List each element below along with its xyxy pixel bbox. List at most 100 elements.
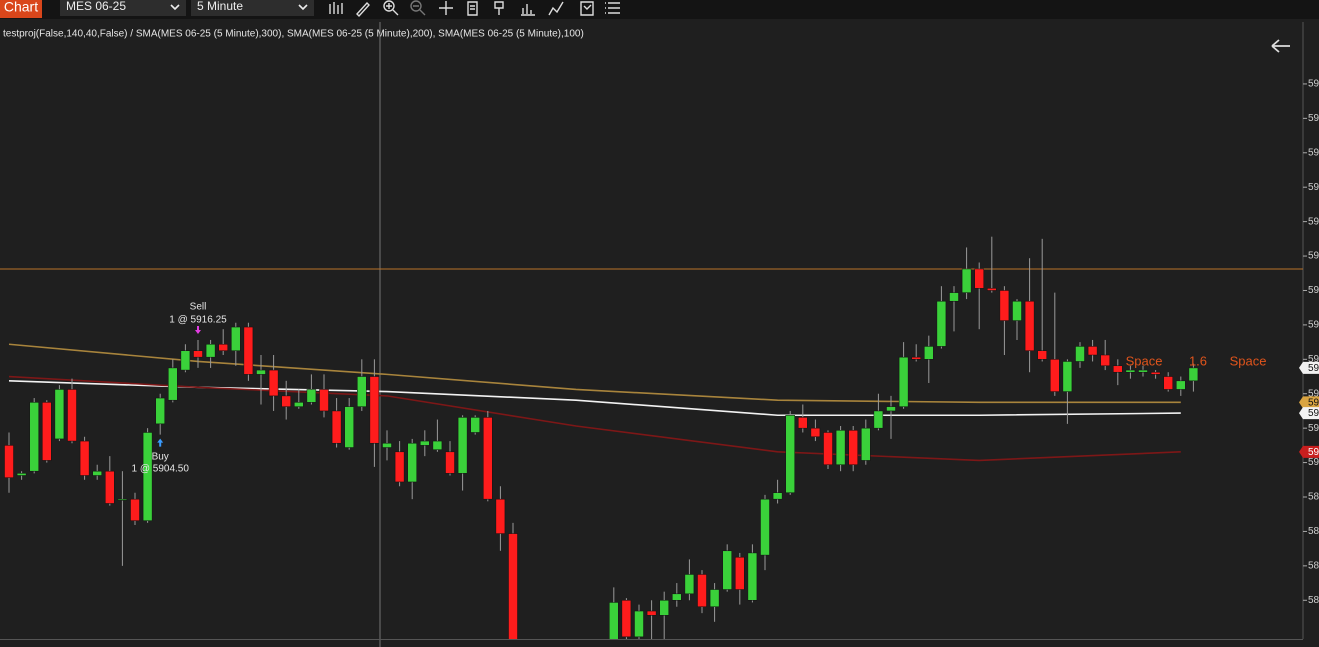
candle-body [1138, 369, 1148, 373]
instrument-dropdown[interactable] [60, 0, 186, 16]
candle-body [382, 442, 392, 448]
price-marker [1299, 407, 1319, 420]
candle-body [1163, 376, 1173, 390]
y-tick-label: 58 [1308, 526, 1319, 537]
candle-body [268, 369, 279, 397]
candle-body [281, 395, 291, 407]
price-marker-label: 59 [1308, 363, 1319, 374]
chart-tab-label: Chart [4, 0, 38, 15]
price-marker-label: 59 [1308, 447, 1319, 458]
y-tick-label: 59 [1308, 457, 1319, 468]
candle-body [243, 326, 254, 375]
candle-body [4, 445, 14, 478]
candle-body [92, 470, 102, 476]
trade-fill: 1 @ 5904.50 [131, 463, 189, 474]
candle-body [1024, 300, 1035, 351]
price-marker-label: 59 [1308, 408, 1319, 419]
candle-body [1150, 371, 1161, 375]
instrument-label: MES 06-25 [66, 0, 126, 13]
candle-body [684, 574, 695, 595]
candle-body [105, 470, 115, 504]
candle-body [697, 574, 707, 607]
candle-body [231, 326, 241, 351]
y-tick-label: 59 [1308, 320, 1319, 331]
candle-body [130, 498, 140, 521]
trade-side: Sell [190, 302, 207, 313]
candle-body [432, 440, 443, 450]
annotation: Space [1126, 353, 1163, 368]
back-arrow[interactable] [1271, 39, 1290, 53]
candle-body [67, 389, 77, 442]
candle-body [974, 268, 984, 289]
candle-body [785, 415, 795, 493]
y-tick-label: 59 [1308, 79, 1319, 90]
indicator-label: testproj(False,140,40,False) / SMA(MES 0… [3, 29, 584, 40]
y-tick-label: 59 [1308, 354, 1319, 365]
interval-dropdown[interactable] [191, 0, 314, 16]
candle-body [420, 440, 430, 446]
y-tick-label: 59 [1308, 113, 1319, 124]
candle-body [898, 356, 909, 407]
indicators-icon[interactable] [521, 4, 535, 16]
y-tick-label: 59 [1308, 182, 1319, 193]
trade-fill: 1 @ 5916.25 [169, 315, 227, 326]
candle-body [445, 451, 455, 474]
candle-body [886, 406, 896, 412]
candle-body [394, 451, 405, 483]
candle-body [659, 600, 669, 616]
y-tick-label: 58 [1308, 560, 1319, 571]
candle-body [457, 417, 468, 474]
candle-body [861, 427, 871, 461]
candle-body [722, 550, 732, 590]
candle-body [772, 492, 783, 500]
candle-body [1087, 346, 1098, 356]
properties-icon[interactable] [494, 1, 504, 15]
chart-tab[interactable] [0, 0, 42, 18]
sma-line [8, 375, 1181, 462]
dropdown-chevron [170, 4, 180, 11]
candle-body [949, 292, 959, 302]
sell-arrow [195, 325, 201, 334]
price-marker [1299, 396, 1319, 409]
candle-body [180, 350, 191, 371]
candle-body [961, 268, 972, 293]
annotation: Space [1230, 353, 1267, 368]
draw-icon[interactable] [356, 1, 370, 18]
candle-body [1062, 361, 1073, 392]
crosshair-icon[interactable] [439, 1, 453, 15]
data-box-icon[interactable] [467, 1, 478, 16]
candle-body [470, 417, 480, 433]
candle-body [218, 344, 228, 351]
candle-body [1125, 369, 1136, 373]
menu-icon[interactable] [605, 2, 620, 14]
price-marker [1299, 445, 1319, 458]
candle-body [1176, 380, 1186, 390]
y-tick-label: 59 [1308, 147, 1319, 158]
dropdown-chevron [298, 4, 308, 11]
templates-icon[interactable] [580, 1, 594, 16]
strategy-icon[interactable] [548, 1, 564, 16]
candle-body [168, 367, 178, 401]
candle-body [1012, 300, 1022, 321]
candle-body [911, 356, 921, 360]
candle-body [483, 417, 493, 500]
candle-body [798, 417, 808, 429]
candle-body [747, 552, 758, 601]
candle-body [1050, 359, 1060, 392]
candle-body [29, 402, 39, 472]
candle-body [117, 498, 128, 501]
zoom-in-icon[interactable] [383, 0, 395, 12]
candle-body [357, 376, 367, 407]
bar-type-icon[interactable] [329, 2, 343, 14]
zoom-out-icon[interactable] [410, 0, 422, 12]
candle-body [810, 427, 821, 438]
candle-body [193, 350, 203, 358]
candle-body [634, 610, 644, 638]
candle-body [1188, 367, 1199, 382]
trade-side: Buy [152, 451, 169, 462]
candle-body [369, 376, 380, 444]
candle-body [1100, 354, 1110, 367]
